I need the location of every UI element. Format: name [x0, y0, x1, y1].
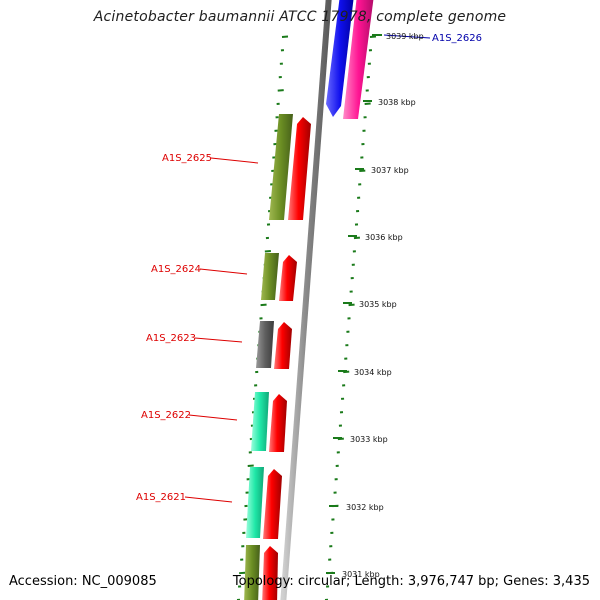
cog-feature-2623 [256, 321, 274, 368]
map-title: Acinetobacter baumannii ATCC 17978, comp… [93, 9, 507, 25]
cog-feature-2625 [269, 114, 293, 220]
gene-label-2623: A1S_2623 [146, 333, 196, 344]
leader-2625 [210, 157, 259, 164]
cds-arrow-2620 [262, 546, 278, 600]
gene-label-2621: A1S_2621 [136, 492, 186, 503]
cds-arrow-2625 [288, 117, 311, 220]
scale-tick-label: 3038 kbp [378, 98, 416, 107]
scale-tick-label: 3033 kbp [350, 435, 388, 444]
cds-arrow-2623 [274, 322, 292, 369]
gene-label-2622: A1S_2622 [141, 410, 191, 421]
scale-tick-label: 3039 kbp [386, 32, 424, 41]
genome-backbone [280, 0, 332, 600]
scale-ticks: 3039 kbp 3038 kbp 3037 kbp 3036 kbp 3035… [326, 32, 424, 579]
cog-feature-2621 [246, 467, 264, 538]
accession-text: Accession: NC_009085 [9, 574, 157, 589]
scale-tick-label: 3036 kbp [365, 233, 403, 242]
scale-tick-label: 3031 kbp [342, 570, 380, 579]
right-dotted-track [324, 35, 377, 600]
gene-label-2625: A1S_2625 [162, 153, 212, 164]
cog-feature-2626 [326, 0, 354, 117]
cds-arrow-2621 [263, 469, 282, 539]
leader-2626 [383, 34, 431, 39]
cds-arrow-2624 [279, 255, 297, 301]
leader-2621 [184, 496, 233, 503]
cds-arrow-2622 [269, 394, 287, 452]
leader-2623 [194, 337, 243, 343]
scale-tick-label: 3034 kbp [354, 368, 392, 377]
scale-tick-label: 3032 kbp [346, 503, 384, 512]
cog-feature-2624 [261, 253, 279, 300]
scale-tick-label: 3037 kbp [371, 166, 409, 175]
cog-feature-2626b [343, 0, 374, 119]
leader-2622 [188, 414, 238, 421]
topology-text: Topology: circular; Length: 3,976,747 bp… [232, 574, 590, 589]
cog-feature-2622 [251, 392, 269, 451]
gene-label-2624: A1S_2624 [151, 264, 201, 275]
leader-2624 [199, 268, 248, 275]
scale-tick-label: 3035 kbp [359, 300, 397, 309]
cog-feature-2620 [244, 545, 260, 600]
gene-label-2626: A1S_2626 [432, 33, 482, 44]
